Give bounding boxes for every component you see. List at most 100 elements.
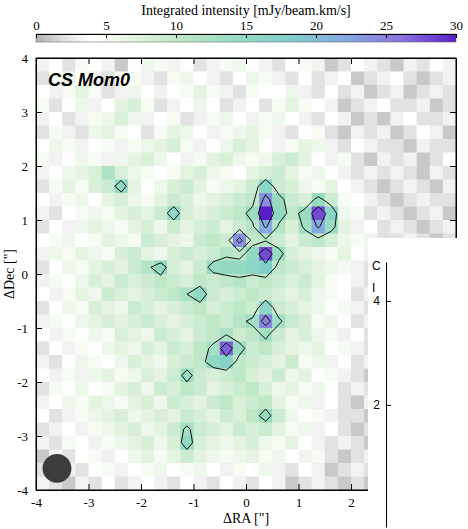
cell xyxy=(325,477,339,491)
cell xyxy=(272,85,286,99)
cell xyxy=(233,436,247,450)
cell xyxy=(325,220,339,234)
cell xyxy=(299,193,313,207)
cell xyxy=(154,423,168,437)
cell xyxy=(89,315,103,329)
cell xyxy=(128,193,142,207)
cell xyxy=(246,328,260,342)
cell xyxy=(36,301,50,315)
cell xyxy=(194,315,208,329)
cell xyxy=(299,234,313,248)
tick-mark xyxy=(316,34,317,38)
figure: Integrated intensity [mJy/beam.km/s]0510… xyxy=(0,0,468,529)
cell xyxy=(75,288,89,302)
cell xyxy=(180,301,194,315)
cell xyxy=(141,342,155,356)
cell xyxy=(128,463,142,477)
cell xyxy=(207,72,221,86)
cell xyxy=(167,423,181,437)
cell xyxy=(351,423,365,437)
cell xyxy=(259,382,273,396)
cell xyxy=(430,139,444,153)
cell xyxy=(272,477,286,491)
tick-label: 3 xyxy=(22,105,29,120)
cell xyxy=(207,112,221,126)
cell xyxy=(312,315,326,329)
tick-mark xyxy=(299,58,300,64)
cell xyxy=(220,288,234,302)
cell xyxy=(259,99,273,113)
cell xyxy=(128,247,142,261)
cell xyxy=(220,220,234,234)
tick-mark xyxy=(89,58,90,64)
cell xyxy=(233,477,247,491)
cell xyxy=(154,220,168,234)
cell xyxy=(180,396,194,410)
cell xyxy=(443,112,456,126)
cell xyxy=(299,315,313,329)
cell xyxy=(180,382,194,396)
cell xyxy=(404,207,418,221)
cell xyxy=(128,409,142,423)
cell xyxy=(207,477,221,491)
cell xyxy=(272,463,286,477)
cell xyxy=(62,382,76,396)
cell xyxy=(220,315,234,329)
cell xyxy=(272,261,286,275)
tick-label: -4 xyxy=(31,495,42,510)
cell xyxy=(207,274,221,288)
cell xyxy=(115,247,129,261)
cell xyxy=(141,193,155,207)
cell xyxy=(128,220,142,234)
tick-mark xyxy=(36,112,42,113)
cell xyxy=(194,382,208,396)
cell xyxy=(338,463,352,477)
cell xyxy=(141,274,155,288)
cell xyxy=(154,180,168,194)
cell xyxy=(220,450,234,464)
tick: 30 xyxy=(450,18,463,38)
cell xyxy=(364,139,378,153)
cell xyxy=(89,396,103,410)
cell xyxy=(75,207,89,221)
cell xyxy=(36,193,50,207)
cell xyxy=(207,180,221,194)
cell xyxy=(364,166,378,180)
cell xyxy=(36,247,50,261)
cell xyxy=(75,423,89,437)
tick-mark xyxy=(36,166,42,167)
cell xyxy=(141,355,155,369)
cell xyxy=(338,355,352,369)
cell xyxy=(325,261,339,275)
cell xyxy=(128,369,142,383)
contour xyxy=(221,195,326,357)
cell xyxy=(312,180,326,194)
cell xyxy=(233,234,247,248)
cell xyxy=(246,396,260,410)
tick-mark xyxy=(89,484,90,490)
cell xyxy=(417,85,431,99)
cell xyxy=(36,315,50,329)
cell xyxy=(377,72,391,86)
cell xyxy=(141,85,155,99)
cell xyxy=(167,261,181,275)
cell xyxy=(167,166,181,180)
cell xyxy=(246,409,260,423)
cell xyxy=(180,342,194,356)
cell xyxy=(115,112,129,126)
inset-annotation: C xyxy=(372,259,381,273)
cell xyxy=(285,288,299,302)
cell xyxy=(180,463,194,477)
cell xyxy=(390,139,404,153)
cell xyxy=(272,301,286,315)
cell xyxy=(154,72,168,86)
cell xyxy=(233,382,247,396)
cell xyxy=(325,288,339,302)
cell xyxy=(299,139,313,153)
cell xyxy=(351,463,365,477)
cell xyxy=(299,463,313,477)
cell xyxy=(351,180,365,194)
cell xyxy=(338,72,352,86)
cell xyxy=(443,166,456,180)
cell xyxy=(75,477,89,491)
